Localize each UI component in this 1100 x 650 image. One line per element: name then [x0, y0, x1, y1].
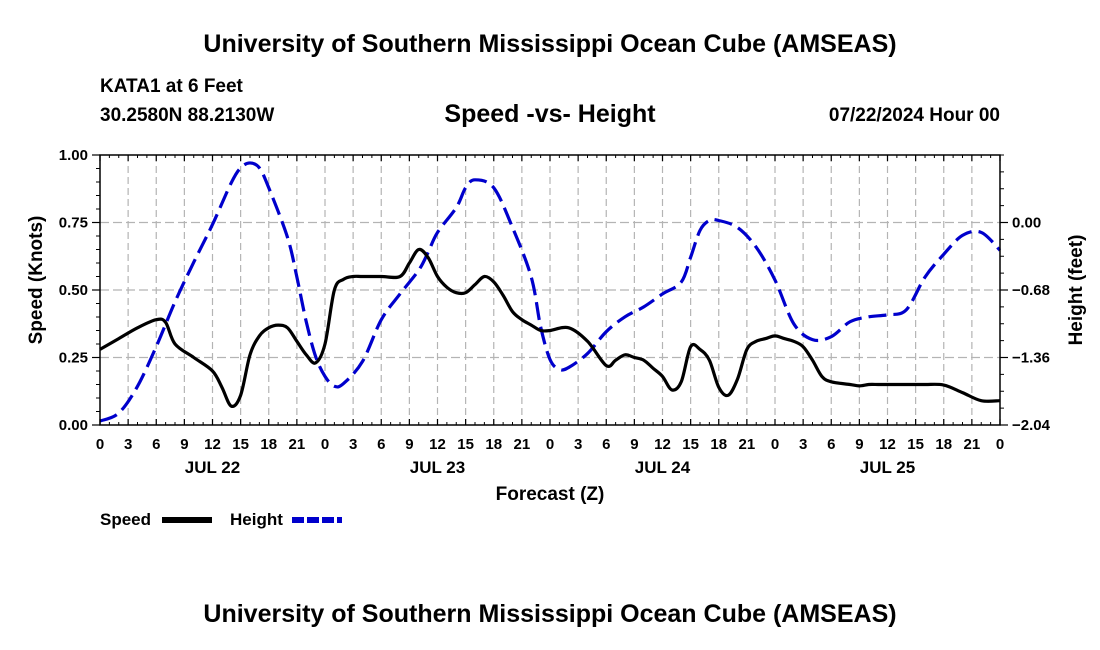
x-tick-label: 21: [289, 436, 306, 453]
y-tick-label: 0.75: [59, 215, 88, 232]
x-tick-label: 6: [602, 436, 610, 453]
chart-series: [99, 161, 1002, 423]
footer-title: University of Southern Mississippi Ocean…: [203, 600, 897, 628]
y2-tick-label: −1.36: [1012, 350, 1050, 367]
x-tick-label: 3: [574, 436, 582, 453]
x-tick-label: 21: [964, 436, 981, 453]
legend-label-height: Height: [230, 510, 283, 529]
x-tick-label: 15: [682, 436, 699, 453]
x-tick-label: 6: [152, 436, 160, 453]
x-tick-label: 0: [321, 436, 329, 453]
y-tick-label: 0.50: [59, 282, 88, 299]
series-line-height: [99, 161, 1002, 423]
station-name: KATA1 at 6 Feet: [100, 76, 243, 97]
y-tick-label: 0.25: [59, 350, 88, 367]
x-axis-label: Forecast (Z): [496, 484, 605, 505]
x-tick-label: 18: [710, 436, 727, 453]
x-tick-label: 12: [204, 436, 221, 453]
x-day-label: JUL 25: [860, 458, 915, 477]
x-tick-label: 15: [232, 436, 249, 453]
legend-label-speed: Speed: [100, 510, 151, 529]
x-tick-label: 15: [907, 436, 924, 453]
chart-grid: [100, 155, 1000, 425]
x-tick-label: 21: [514, 436, 531, 453]
y2-tick-label: −2.04: [1012, 417, 1051, 434]
y-tick-label: 0.00: [59, 417, 88, 434]
x-tick-label: 6: [377, 436, 385, 453]
x-tick-label: 9: [405, 436, 413, 453]
x-day-label: JUL 23: [410, 458, 465, 477]
x-tick-label: 18: [260, 436, 277, 453]
x-tick-label: 12: [654, 436, 671, 453]
x-tick-label: 18: [485, 436, 502, 453]
x-tick-label: 0: [996, 436, 1004, 453]
chart-main-title: University of Southern Mississippi Ocean…: [203, 30, 897, 58]
x-day-label: JUL 24: [635, 458, 691, 477]
x-tick-label: 18: [935, 436, 952, 453]
y2-axis-label: Height (feet): [1066, 235, 1087, 346]
x-day-label: JUL 22: [185, 458, 240, 477]
y-axis-label: Speed (Knots): [26, 216, 47, 345]
y2-tick-label: −0.68: [1012, 282, 1050, 299]
x-tick-label: 3: [799, 436, 807, 453]
x-tick-label: 0: [96, 436, 104, 453]
x-tick-label: 9: [180, 436, 188, 453]
x-tick-label: 0: [771, 436, 779, 453]
x-tick-label: 6: [827, 436, 835, 453]
chart-legend: Speed Height: [100, 510, 342, 529]
x-tick-label: 9: [855, 436, 863, 453]
x-tick-label: 3: [349, 436, 357, 453]
x-tick-label: 15: [457, 436, 474, 453]
x-tick-label: 9: [630, 436, 638, 453]
y-tick-label: 1.00: [59, 147, 88, 164]
station-coordinates: 30.2580N 88.2130W: [100, 105, 275, 126]
x-tick-label: 0: [546, 436, 554, 453]
chart-subtitle: Speed -vs- Height: [444, 100, 656, 128]
series-line-speed: [99, 247, 1001, 408]
chart-axes: 0 3 6 9 12 15 18 21 0 3 6 9 12 15 18 21 0 3 6 9 12 15 18 21 0 3 6 9…: [59, 147, 1051, 477]
x-tick-label: 12: [879, 436, 896, 453]
x-tick-label: 12: [429, 436, 446, 453]
x-tick-label: 3: [124, 436, 132, 453]
forecast-date-hour: 07/22/2024 Hour 00: [828, 105, 1000, 126]
y2-tick-label: 0.00: [1012, 215, 1041, 232]
x-tick-label: 21: [739, 436, 756, 453]
